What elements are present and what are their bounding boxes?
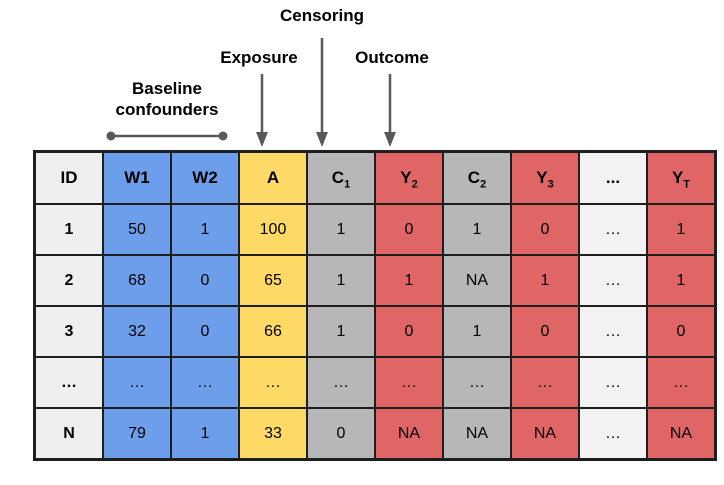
table-cell: 1 xyxy=(306,254,376,307)
table-cell: 1 xyxy=(374,254,444,307)
column-header-yt: YT xyxy=(646,150,717,205)
table-cell: 1 xyxy=(170,407,240,461)
table-cell: 0 xyxy=(374,305,444,358)
table-cell: NA xyxy=(510,407,580,461)
column-header-a: A xyxy=(238,150,308,205)
table-cell: 0 xyxy=(510,203,580,256)
table-cell: … xyxy=(374,356,444,409)
exposure-arrow xyxy=(256,74,268,147)
table-cell: 1 xyxy=(306,203,376,256)
row-id-cell: … xyxy=(33,356,104,409)
column-header-c2: C2 xyxy=(442,150,512,205)
table-cell: 68 xyxy=(102,254,172,307)
table-cell: … xyxy=(238,356,308,409)
table-cell: … xyxy=(306,356,376,409)
table-body: 1 50 1 100 1 0 1 0… 1 2 68 0 65 1 1 NA 1… 1 3 32 0 66 1 0 1 0… 0……… xyxy=(33,203,717,461)
table-cell: … xyxy=(578,407,648,461)
table-row: 2 68 0 65 1 1 NA 1… 1 xyxy=(33,254,717,307)
table-cell: 1 xyxy=(646,203,717,256)
column-header-c1: C1 xyxy=(306,150,376,205)
column-header-id: ID xyxy=(33,150,104,205)
table-row: 1 50 1 100 1 0 1 0… 1 xyxy=(33,203,717,256)
column-header-w1: W1 xyxy=(102,150,172,205)
baseline-confounders-line1: Baseline xyxy=(132,79,202,98)
table-cell: 0 xyxy=(646,305,717,358)
table-row: ………………………… xyxy=(33,356,717,409)
column-header-w2: W2 xyxy=(170,150,240,205)
row-id-cell: N xyxy=(33,407,104,461)
table-cell: 0 xyxy=(170,254,240,307)
table-cell: 66 xyxy=(238,305,308,358)
table-cell: NA xyxy=(646,407,717,461)
outcome-label: Outcome xyxy=(355,48,429,67)
column-header-ellipsis: ... xyxy=(578,150,648,205)
table-cell: 32 xyxy=(102,305,172,358)
table-row: N 79 1 33 0 NA NA NA… NA xyxy=(33,407,717,461)
table-header: ID W1 W2 A C1 Y2 C2 Y3... YT xyxy=(33,150,717,205)
table-cell: 0 xyxy=(374,203,444,256)
table-cell: … xyxy=(442,356,512,409)
data-table: ID W1 W2 A C1 Y2 C2 Y3... YT 1 50 1 100 1 0 1 0… 1 2 68 0 65… xyxy=(33,150,717,461)
row-id-cell: 1 xyxy=(33,203,104,256)
table-cell: 100 xyxy=(238,203,308,256)
censoring-label: Censoring xyxy=(279,6,365,25)
censoring-arrow xyxy=(316,38,328,147)
outcome-arrow xyxy=(384,74,396,147)
table-cell: 0 xyxy=(170,305,240,358)
table-cell: … xyxy=(510,356,580,409)
table-cell: 1 xyxy=(442,305,512,358)
table-cell: 65 xyxy=(238,254,308,307)
table-cell: 1 xyxy=(646,254,717,307)
table-cell: … xyxy=(578,356,648,409)
table-cell: … xyxy=(578,203,648,256)
baseline-confounders-bracket xyxy=(106,131,228,141)
table-cell: 1 xyxy=(442,203,512,256)
row-id-cell: 2 xyxy=(33,254,104,307)
table-row: 3 32 0 66 1 0 1 0… 0 xyxy=(33,305,717,358)
table-cell: 0 xyxy=(510,305,580,358)
column-header-y3: Y3 xyxy=(510,150,580,205)
table-cell: … xyxy=(102,356,172,409)
table-cell: 1 xyxy=(306,305,376,358)
baseline-confounders-label: Baseline confounders xyxy=(97,78,237,120)
table-cell: … xyxy=(578,254,648,307)
table-cell: NA xyxy=(442,407,512,461)
table-cell: 1 xyxy=(510,254,580,307)
header-row: ID W1 W2 A C1 Y2 C2 Y3... YT xyxy=(33,150,717,205)
table-cell: 0 xyxy=(306,407,376,461)
table-cell: 1 xyxy=(170,203,240,256)
table-cell: NA xyxy=(442,254,512,307)
row-id-cell: 3 xyxy=(33,305,104,358)
table-cell: … xyxy=(646,356,717,409)
table-cell: NA xyxy=(374,407,444,461)
table-cell: … xyxy=(170,356,240,409)
baseline-confounders-line2: confounders xyxy=(115,100,219,119)
table-cell: 50 xyxy=(102,203,172,256)
column-header-y2: Y2 xyxy=(374,150,444,205)
exposure-label: Exposure xyxy=(220,48,298,67)
table-cell: 33 xyxy=(238,407,308,461)
table-cell: … xyxy=(578,305,648,358)
table-cell: 79 xyxy=(102,407,172,461)
annotation-arrows xyxy=(106,38,396,147)
